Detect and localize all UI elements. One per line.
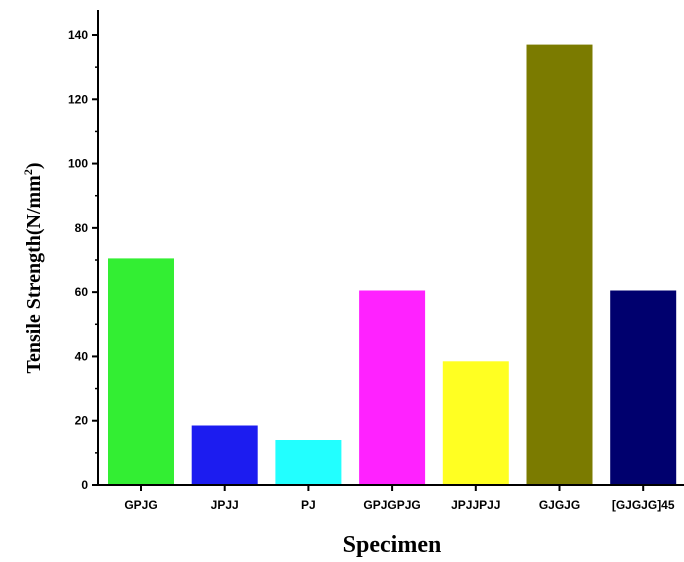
x-tick-label: GJGJG bbox=[539, 498, 580, 512]
bar-gpjgpjg bbox=[359, 290, 426, 485]
y-axis-title: Tensile Strength(N/mm2) bbox=[21, 162, 45, 373]
bars-group bbox=[108, 44, 677, 486]
y-axis: 0 20 40 60 80 100 120 140 bbox=[68, 10, 99, 492]
y-tick-label: 60 bbox=[75, 285, 89, 299]
x-axis-title: Specimen bbox=[343, 532, 442, 558]
x-tick-label: [GJGJG]45 bbox=[612, 498, 675, 512]
bar-gjgjg bbox=[526, 44, 593, 485]
y-tick-label: 20 bbox=[75, 414, 89, 428]
bar-jpjjpjj bbox=[442, 361, 509, 486]
y-tick-label: 40 bbox=[75, 349, 89, 363]
y-axis-title-suffix: ) bbox=[23, 162, 45, 169]
x-tick-label: JPJJ bbox=[211, 498, 239, 512]
y-tick-label: 100 bbox=[68, 157, 88, 171]
y-tick-label: 120 bbox=[68, 92, 88, 106]
y-axis-title-superscript: 2 bbox=[21, 169, 35, 175]
y-axis-title-main: Tensile Strength(N/mm bbox=[23, 175, 45, 374]
x-tick-label: JPJJPJJ bbox=[451, 498, 500, 512]
bar-gpjg bbox=[108, 258, 174, 485]
bar-pj bbox=[275, 440, 342, 485]
x-tick-label: PJ bbox=[301, 498, 316, 512]
x-tick-label: GPJG bbox=[124, 498, 157, 512]
bar-gjgjg-45 bbox=[610, 290, 677, 485]
bar-jpjj bbox=[191, 425, 258, 485]
x-tick-label: GPJGPJG bbox=[363, 498, 420, 512]
y-tick-label: 80 bbox=[75, 221, 89, 235]
y-tick-label: 140 bbox=[68, 28, 88, 42]
y-tick-label: 0 bbox=[81, 478, 88, 492]
x-axis: GPJG JPJJ PJ GPJGPJG JPJJPJJ GJGJG [GJGJG]45 bbox=[98, 484, 684, 512]
